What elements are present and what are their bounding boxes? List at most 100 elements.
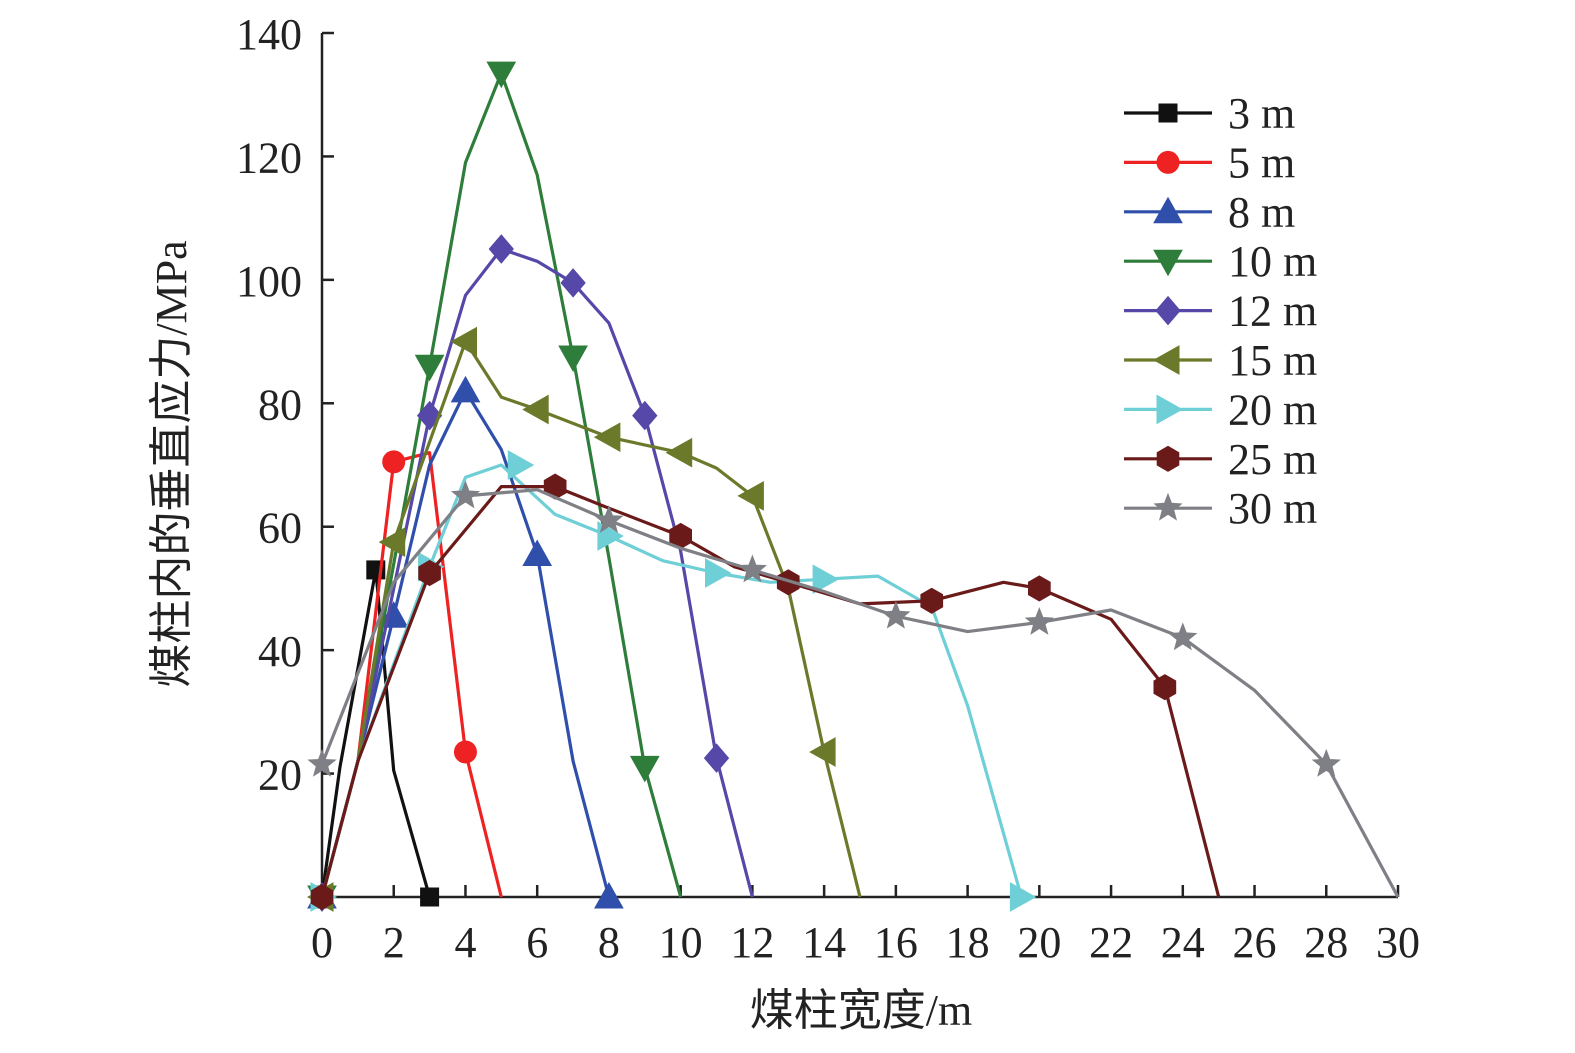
data-point [378,527,406,557]
data-point [450,375,481,403]
legend-marker [1152,345,1180,375]
legend-marker [1156,150,1180,174]
data-point [1028,575,1051,602]
legend-item: 8 m [1124,188,1295,237]
legend-item: 12 m [1124,287,1317,336]
data-point [488,234,514,264]
x-tick-label: 6 [526,918,548,967]
data-point [420,887,440,907]
x-tick-label: 8 [598,918,620,967]
y-tick-label: 40 [258,627,302,676]
legend: 3 m5 m8 m10 m12 m15 m20 m25 m30 m [1124,89,1317,533]
legend-marker [1153,196,1183,224]
x-tick-label: 4 [454,918,476,967]
y-tick-label: 80 [258,380,302,429]
data-point [629,755,660,783]
legend-item: 10 m [1124,237,1317,286]
series-group [306,61,1400,913]
legend-label: 10 m [1228,237,1317,286]
series-line [320,488,1400,898]
series-25m [310,473,1221,911]
data-point [737,554,768,583]
x-tick-label: 18 [946,918,990,967]
data-point [809,737,836,767]
x-tick-label: 26 [1233,918,1277,967]
legend-label: 12 m [1228,287,1317,336]
x-tick-label: 0 [311,918,333,967]
legend-item: 25 m [1124,435,1317,484]
x-tick-label: 10 [659,918,703,967]
y-tick-label: 120 [236,133,302,182]
y-tick-label: 60 [258,504,302,553]
series-line [320,485,1221,898]
y-axis-title: 煤柱内的垂直应力/MPa [147,240,196,687]
legend-marker [1158,103,1178,123]
legend-marker [1153,249,1183,277]
data-point [560,268,586,298]
data-point [594,505,624,534]
y-tick-label: 20 [258,751,302,800]
legend-marker [1153,492,1183,521]
x-tick-label: 28 [1304,918,1348,967]
x-axis-title: 煤柱宽度/m [750,986,972,1035]
x-tick-label: 22 [1089,918,1133,967]
legend-item: 20 m [1124,385,1317,434]
series-30m [307,480,1400,898]
x-tick-label: 14 [802,918,846,967]
data-point [558,345,588,373]
legend-marker [1155,295,1181,326]
x-tick-label: 20 [1017,918,1061,967]
data-point [812,564,840,595]
data-point [418,559,441,587]
data-point [1153,674,1177,701]
legend-label: 30 m [1228,484,1317,533]
data-point [665,437,693,468]
legend-item: 15 m [1124,336,1317,385]
data-point [920,587,944,614]
legend-marker [1156,445,1180,472]
series-line [320,463,1023,898]
data-point [522,539,553,566]
y-tick-label: 100 [236,257,302,306]
legend-item: 30 m [1124,484,1317,533]
data-point [450,480,481,509]
data-point [382,450,406,474]
legend-label: 15 m [1228,336,1317,385]
y-tick-label: 140 [236,10,302,59]
legend-label: 3 m [1228,89,1295,138]
legend-label: 20 m [1228,385,1317,434]
data-point [593,422,621,453]
data-point [1168,622,1198,651]
data-point [737,481,764,511]
data-point [450,326,477,357]
legend-label: 25 m [1228,435,1317,484]
data-point [1009,882,1037,912]
x-tick-label: 12 [730,918,774,967]
axes: 0 2 4 6 8 10 12 14 16 18 20 22 24 26 28 302040608010012… [236,10,1420,967]
data-point [486,61,517,89]
series-8m [307,375,624,909]
legend-label: 8 m [1228,188,1295,237]
data-point [310,883,334,911]
x-tick-label: 16 [874,918,918,967]
series-line [320,247,754,898]
legend-marker [1156,394,1184,425]
data-point [1311,748,1341,777]
data-point [307,748,337,777]
x-tick-label: 2 [383,918,405,967]
series-10m [307,61,683,913]
x-tick-label: 30 [1376,918,1420,967]
data-point [705,558,732,588]
x-tick-label: 24 [1161,918,1205,967]
data-point [522,394,549,425]
data-point [632,400,658,431]
series-line [320,71,683,898]
legend-label: 5 m [1228,138,1295,187]
data-point [594,881,624,909]
legend-item: 3 m [1124,89,1295,138]
data-point [414,354,445,382]
data-point [453,740,477,764]
data-point [881,600,911,629]
data-point [703,743,730,773]
